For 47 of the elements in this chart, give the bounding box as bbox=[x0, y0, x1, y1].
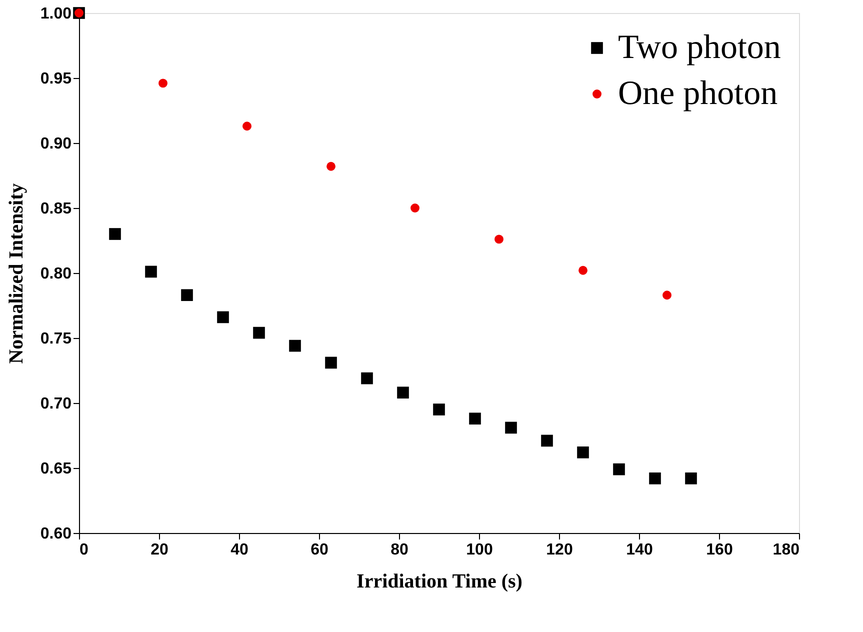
y-tick-label: 0.75 bbox=[40, 330, 72, 348]
x-tick-label: 60 bbox=[310, 542, 328, 558]
x-axis-title: Irridiation Time (s) bbox=[356, 570, 522, 592]
y-tick-label: 0.90 bbox=[40, 136, 72, 152]
point bbox=[181, 289, 193, 302]
x-tick-label: 180 bbox=[772, 542, 800, 558]
x-tick-label: 20 bbox=[150, 542, 168, 558]
point bbox=[469, 412, 481, 425]
point bbox=[685, 472, 697, 484]
y-axis-title: Normalized Intensity bbox=[5, 183, 28, 364]
point bbox=[253, 326, 265, 339]
point bbox=[145, 266, 157, 278]
x-tick-label: 140 bbox=[626, 542, 653, 558]
y-tick-label: 0.95 bbox=[40, 70, 72, 88]
point bbox=[649, 472, 661, 484]
y-tick-label: 0.65 bbox=[40, 460, 72, 478]
y-tick-label: 0.80 bbox=[40, 266, 72, 282]
point bbox=[325, 356, 337, 369]
x-tick-label: 120 bbox=[546, 542, 573, 558]
point bbox=[577, 446, 589, 458]
y-tick-label: 1.00 bbox=[40, 6, 72, 22]
point bbox=[326, 162, 336, 171]
x-tick-label: 0 bbox=[80, 542, 88, 558]
point bbox=[109, 228, 121, 240]
x-tick-label: 160 bbox=[706, 542, 733, 558]
point bbox=[578, 266, 588, 275]
point bbox=[242, 122, 252, 131]
point bbox=[397, 386, 409, 399]
point bbox=[158, 78, 168, 88]
point bbox=[217, 311, 229, 324]
point bbox=[662, 290, 672, 300]
point bbox=[289, 340, 301, 352]
point bbox=[361, 372, 373, 384]
legend-label: Two photon bbox=[618, 29, 781, 66]
y-tick-label: 0.70 bbox=[40, 396, 72, 412]
point bbox=[613, 463, 625, 476]
point bbox=[541, 434, 553, 447]
point bbox=[494, 234, 504, 244]
legend-label: One photon bbox=[618, 75, 778, 112]
point bbox=[505, 422, 517, 434]
x-tick-label: 40 bbox=[230, 542, 248, 558]
point bbox=[410, 204, 420, 212]
y-tick-label: 0.85 bbox=[40, 200, 72, 218]
y-tick-label: 0.60 bbox=[40, 526, 72, 542]
x-tick-label: 80 bbox=[390, 542, 408, 558]
x-tick-label: 100 bbox=[466, 542, 493, 558]
point bbox=[433, 404, 445, 416]
